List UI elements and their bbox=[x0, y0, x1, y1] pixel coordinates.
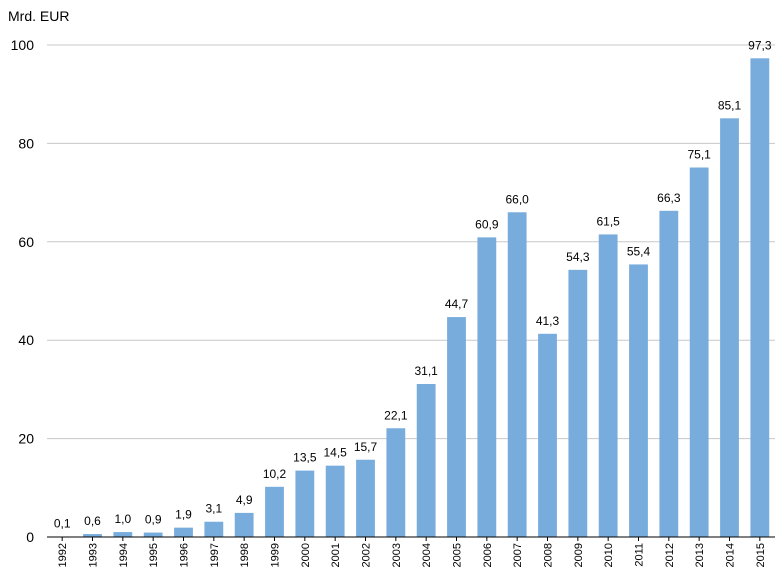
bar-2003 bbox=[386, 428, 406, 537]
x-tick-label-2013: 2013 bbox=[694, 543, 706, 567]
data-label-2011: 55,4 bbox=[627, 244, 651, 258]
bar-1996 bbox=[174, 527, 193, 537]
x-tick-label-1998: 1998 bbox=[239, 543, 251, 567]
data-label-2015: 97,3 bbox=[748, 38, 772, 52]
bar-1995 bbox=[143, 532, 163, 537]
x-tick-label-1993: 1993 bbox=[88, 543, 100, 567]
bar-2011 bbox=[629, 264, 648, 537]
bar-2010 bbox=[598, 234, 618, 538]
x-tick-label-2014: 2014 bbox=[725, 543, 737, 567]
data-label-1994: 1,0 bbox=[114, 512, 131, 526]
bar-1998 bbox=[234, 512, 254, 537]
bar-2015 bbox=[750, 58, 770, 538]
x-tick-label-1996: 1996 bbox=[179, 543, 191, 567]
data-label-2010: 61,5 bbox=[596, 214, 620, 228]
bars bbox=[52, 58, 770, 538]
data-label-1997: 3,1 bbox=[205, 502, 222, 516]
y-tick-label: 100 bbox=[11, 37, 35, 53]
bar-2002 bbox=[356, 459, 375, 537]
y-tick-label: 20 bbox=[18, 431, 34, 447]
bar-2014 bbox=[720, 118, 739, 538]
data-label-2009: 54,3 bbox=[566, 250, 590, 264]
data-label-2002: 15,7 bbox=[354, 440, 378, 454]
data-label-1998: 4,9 bbox=[236, 493, 253, 507]
x-tick-label-2015: 2015 bbox=[755, 543, 767, 567]
data-label-2001: 14,5 bbox=[323, 446, 347, 460]
x-tick-label-2003: 2003 bbox=[391, 543, 403, 567]
bar-2005 bbox=[447, 317, 466, 537]
y-tick-label: 0 bbox=[26, 529, 34, 545]
x-tick-label-2001: 2001 bbox=[330, 543, 342, 567]
y-tick-label: 60 bbox=[18, 234, 34, 250]
x-tick-label-2004: 2004 bbox=[421, 543, 433, 567]
data-labels: 0,1 0,6 1,0 0,9 1,9 3,1 4,9 10,2 13,5 14,5 15,7 22,… bbox=[54, 38, 772, 530]
x-tick-label-2007: 2007 bbox=[512, 543, 524, 567]
x-tick-label-1997: 1997 bbox=[209, 543, 221, 567]
bar-1994 bbox=[113, 532, 133, 537]
y-tick-label: 40 bbox=[18, 332, 34, 348]
data-label-2003: 22,1 bbox=[384, 408, 408, 422]
bar-2007 bbox=[507, 212, 527, 537]
y-axis-unit-label: Mrd. EUR bbox=[8, 8, 69, 24]
x-tick-label-1995: 1995 bbox=[148, 543, 160, 567]
bar-2006 bbox=[477, 237, 497, 537]
data-label-2013: 75,1 bbox=[687, 148, 711, 162]
data-label-2012: 66,3 bbox=[657, 191, 681, 205]
bar-2008 bbox=[538, 333, 557, 537]
data-label-1992: 0,1 bbox=[54, 517, 71, 531]
x-tick-label-1992: 1992 bbox=[57, 543, 69, 567]
y-axis-ticks: 0 20 40 60 80 100 bbox=[11, 37, 35, 545]
bar-2009 bbox=[568, 269, 588, 537]
data-label-2008: 41,3 bbox=[536, 314, 560, 328]
data-label-2006: 60,9 bbox=[475, 217, 499, 231]
y-tick-label: 80 bbox=[18, 135, 34, 151]
x-tick-label-2008: 2008 bbox=[543, 543, 555, 567]
x-tick-label-1999: 1999 bbox=[270, 543, 282, 567]
x-tick-label-2010: 2010 bbox=[603, 543, 615, 567]
x-tick-label-2012: 2012 bbox=[664, 543, 676, 567]
bar-1993 bbox=[83, 534, 102, 537]
data-label-2005: 44,7 bbox=[445, 297, 469, 311]
data-label-2004: 31,1 bbox=[414, 364, 438, 378]
bar-2000 bbox=[295, 470, 315, 537]
bar-1999 bbox=[265, 486, 284, 537]
data-label-2007: 66,0 bbox=[505, 192, 529, 206]
bar-2012 bbox=[659, 210, 679, 537]
data-label-1993: 0,6 bbox=[84, 514, 101, 528]
x-tick-label-1994: 1994 bbox=[118, 543, 130, 567]
x-tick-label-2000: 2000 bbox=[300, 543, 312, 567]
data-label-1996: 1,9 bbox=[175, 508, 192, 522]
x-tick-label-2005: 2005 bbox=[452, 543, 464, 567]
data-label-2000: 13,5 bbox=[293, 451, 317, 465]
x-tick-label-2006: 2006 bbox=[482, 543, 494, 567]
x-tick-label-2002: 2002 bbox=[361, 543, 373, 567]
x-tick-label-2011: 2011 bbox=[634, 543, 646, 567]
data-label-1995: 0,9 bbox=[145, 513, 162, 527]
data-label-1999: 10,2 bbox=[263, 467, 287, 481]
bar-2004 bbox=[416, 383, 436, 537]
gridlines bbox=[47, 44, 775, 440]
bar-2001 bbox=[325, 465, 345, 537]
x-tick-label-2009: 2009 bbox=[573, 543, 585, 567]
bar-1997 bbox=[204, 521, 224, 537]
bar-2013 bbox=[689, 167, 709, 537]
x-axis-ticks: 1992 1993 1994 1995 1996 1997 1998 1999 2000 2001… bbox=[57, 537, 767, 567]
data-label-2014: 85,1 bbox=[718, 98, 742, 112]
